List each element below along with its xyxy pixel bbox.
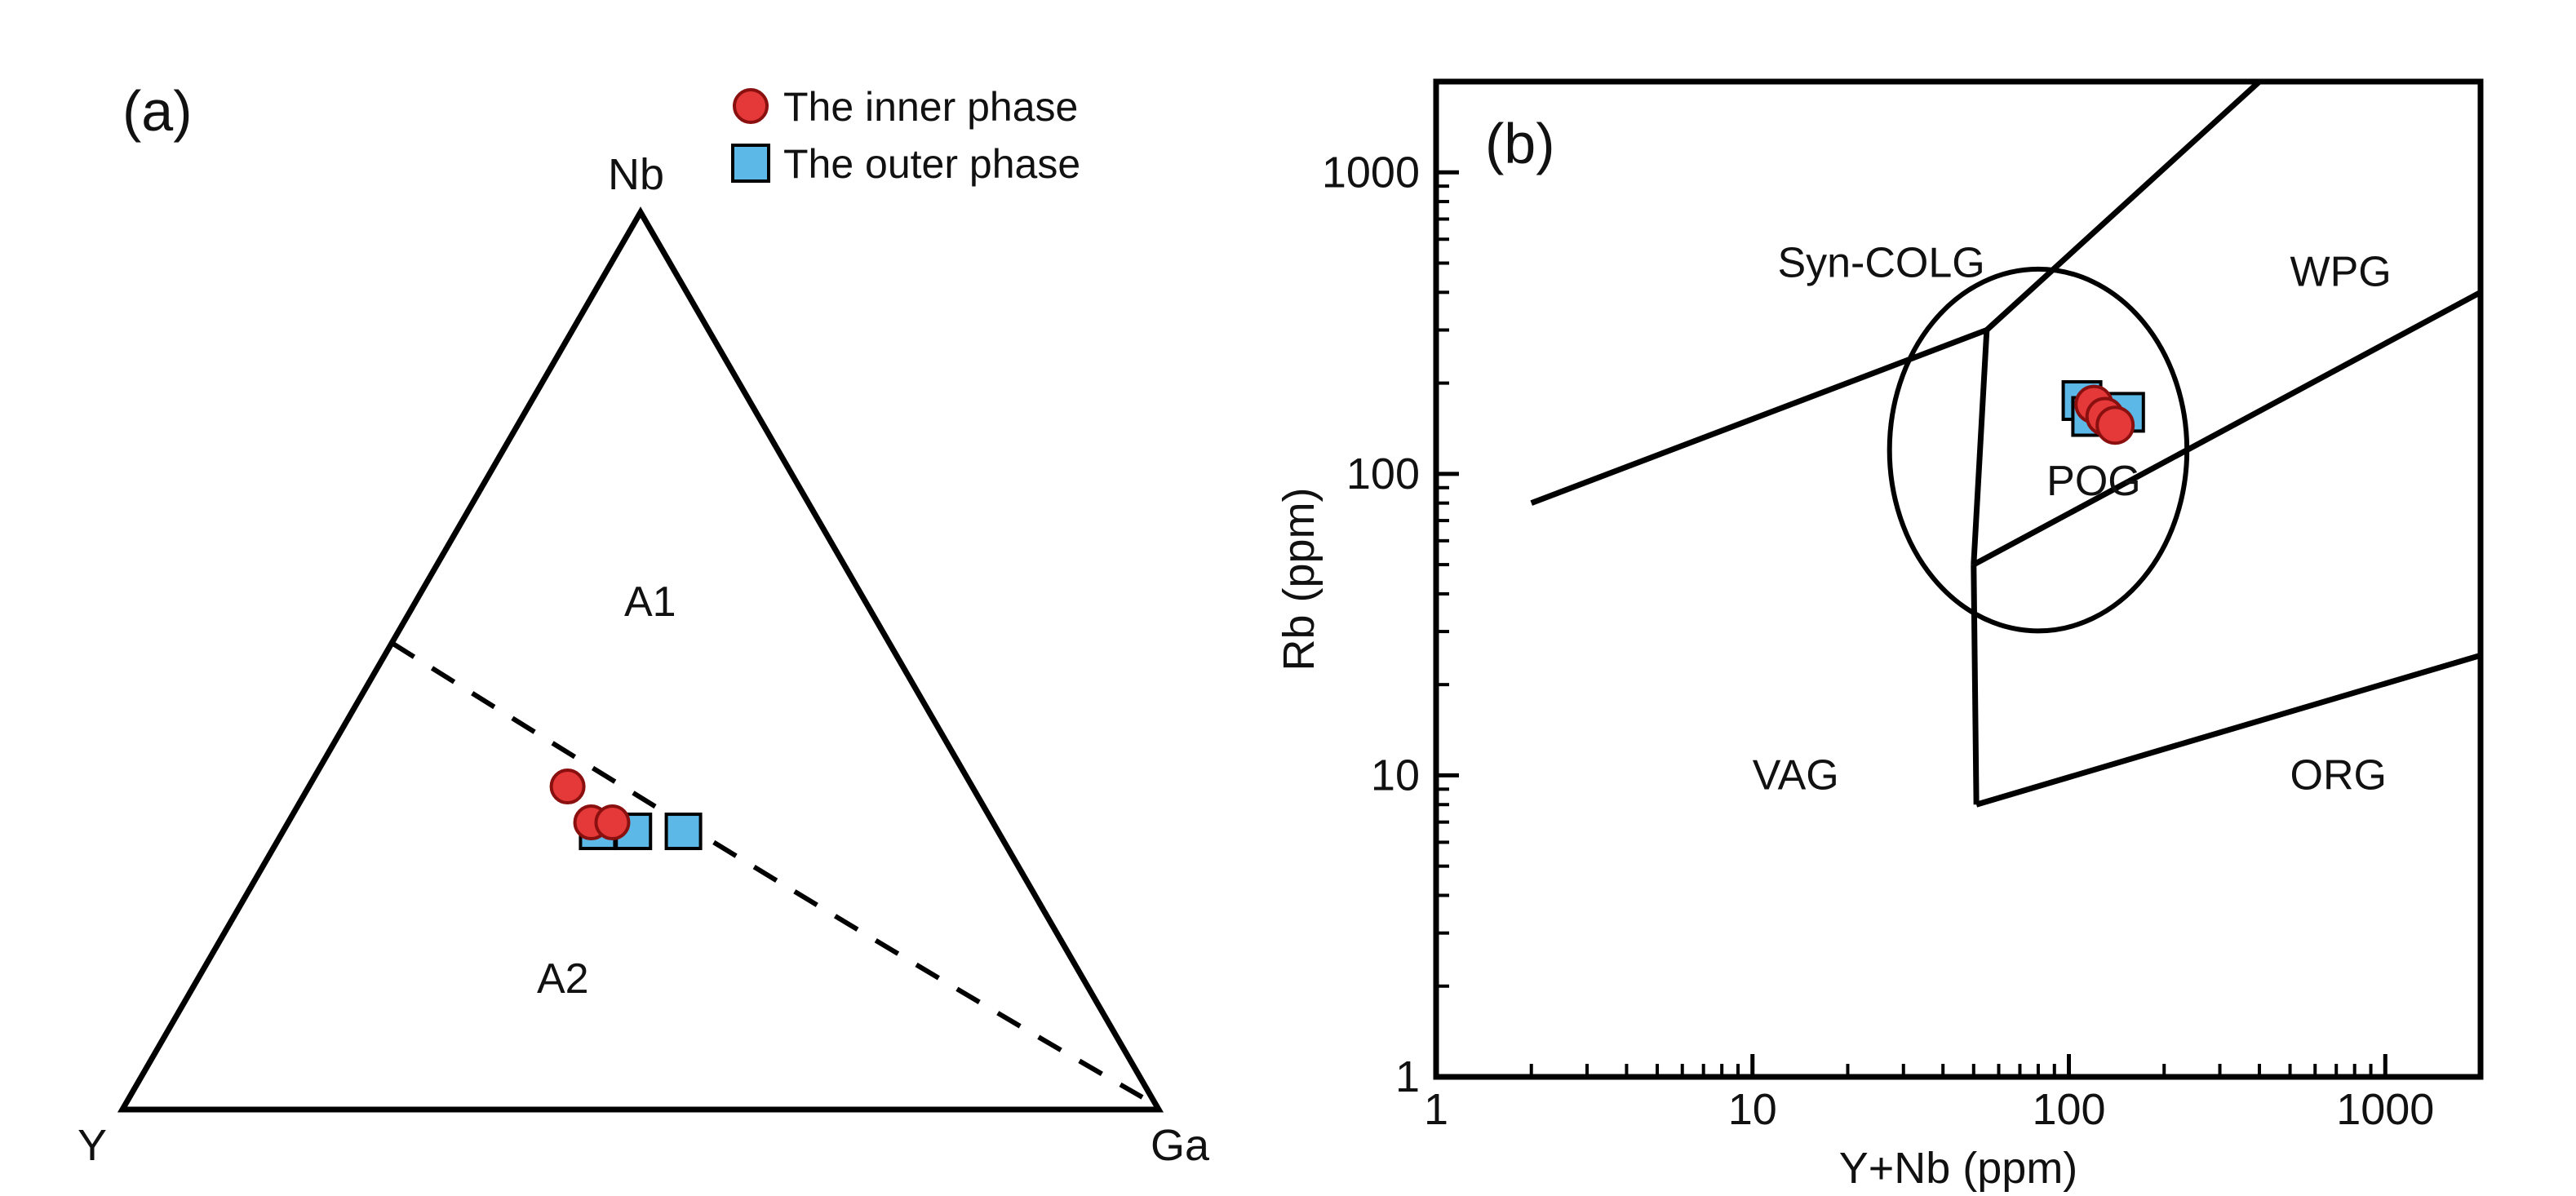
- legend-inner-icon: [734, 90, 767, 122]
- region-pog: POG: [2046, 458, 2141, 505]
- inner-marker: [596, 806, 628, 839]
- region-wpg: WPG: [2290, 248, 2392, 295]
- region-org: ORG: [2290, 751, 2387, 799]
- panel-b-label: (b): [1485, 112, 1555, 175]
- legend: The inner phase The outer phase: [733, 84, 1080, 187]
- ytick-label: 10: [1371, 751, 1420, 800]
- panel-a: A1 A2 Nb Y Ga (a) The inner phase The outer pha…: [78, 79, 1210, 1170]
- panel-b: 1 10 100 1000 1 10 100 1000 Y+Nb (ppm) Rb (ppm) Sy…: [1275, 82, 2481, 1193]
- ytick-label: 100: [1346, 450, 1420, 498]
- ternary-triangle: [122, 212, 1159, 1110]
- boundary-line: [1974, 565, 1976, 804]
- ternary-divider: [392, 643, 1142, 1097]
- ytick-label: 1000: [1322, 148, 1420, 197]
- plot-frame: [1436, 82, 2481, 1077]
- boundary-line: [1974, 292, 2481, 565]
- pog-circle: [1890, 269, 2187, 631]
- ylabel: Rb (ppm): [1275, 487, 1323, 671]
- vertex-nb: Nb: [608, 150, 664, 199]
- xlabel: Y+Nb (ppm): [1839, 1144, 2078, 1193]
- figure-root: A1 A2 Nb Y Ga (a) The inner phase The outer pha…: [0, 0, 2576, 1196]
- inner-marker: [552, 770, 584, 803]
- xtick-label: 100: [2032, 1085, 2105, 1134]
- legend-outer-label: The outer phase: [783, 141, 1080, 187]
- region-a2: A2: [537, 955, 589, 1003]
- vertex-ga: Ga: [1151, 1121, 1210, 1170]
- vertex-y: Y: [78, 1121, 107, 1170]
- region-vag: VAG: [1753, 751, 1839, 799]
- inner-marker: [2097, 407, 2133, 443]
- legend-outer-icon: [733, 145, 769, 181]
- region-a1: A1: [624, 578, 676, 626]
- xtick-label: 10: [1728, 1085, 1777, 1134]
- region-syn-colg: Syn-COLG: [1777, 239, 1984, 286]
- ytick-label: 1: [1395, 1052, 1420, 1101]
- boundary-line: [1974, 330, 1987, 565]
- outer-marker: [667, 814, 701, 848]
- boundary-line: [1987, 82, 2259, 330]
- legend-inner-label: The inner phase: [783, 84, 1078, 130]
- xtick-label: 1000: [2336, 1085, 2434, 1134]
- figure-svg: A1 A2 Nb Y Ga (a) The inner phase The outer pha…: [0, 0, 2576, 1196]
- boundary-line: [1532, 330, 1987, 503]
- plot-content: [1532, 82, 2481, 804]
- boundary-line: [1976, 655, 2481, 804]
- panel-a-label: (a): [122, 79, 193, 143]
- xtick-label: 1: [1424, 1085, 1448, 1134]
